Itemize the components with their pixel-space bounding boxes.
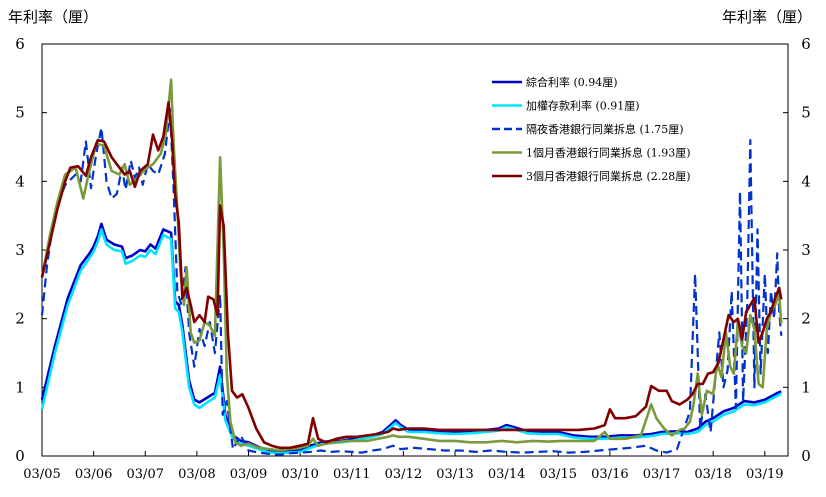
y-tick-label-right: 4: [801, 172, 811, 190]
x-tick-label: 03/11: [333, 467, 370, 482]
y-axis-unit-label-right: 年利率（厘）: [721, 8, 812, 26]
y-tick-label-right: 1: [801, 378, 811, 396]
y-tick-label-left: 1: [15, 378, 25, 396]
axes: 0 0 1 1 2 2 3 3 4 4 5 5 6 6 03/05 03/06 03/07 03/08 03/09 0…: [15, 35, 811, 482]
legend: 綜合利率 (0.94厘) 加權存款利率 (0.91厘) 隔夜香港銀行同業拆息 (1.…: [492, 75, 691, 183]
legend-label-3: 隔夜香港銀行同業拆息 (1.75厘): [526, 122, 684, 136]
x-tick-label: 03/12: [385, 467, 422, 482]
y-tick-label-right: 5: [801, 104, 811, 122]
y-tick-label-right: 6: [801, 35, 811, 53]
x-tick-label: 03/10: [281, 467, 318, 482]
y-axis-unit-label-left: 年利率（厘）: [8, 8, 99, 26]
x-tick-label: 03/09: [230, 467, 267, 482]
x-tick-label: 03/18: [694, 467, 731, 482]
y-tick-label-right: 3: [801, 241, 811, 259]
plot-frame: [41, 43, 789, 457]
y-tick-label-left: 4: [15, 172, 25, 190]
x-tick-label: 03/17: [643, 467, 680, 482]
x-tick-label: 03/19: [746, 467, 783, 482]
x-tick-label: 03/08: [178, 467, 215, 482]
series-layer: [40, 78, 783, 456]
series-line-2: [40, 228, 782, 455]
x-tick-label: 03/13: [436, 467, 473, 482]
y-tick-label-left: 5: [15, 104, 25, 122]
series-line-3: [40, 108, 783, 456]
legend-label-1: 綜合利率 (0.94厘): [526, 75, 618, 89]
x-tick-label: 03/15: [540, 467, 577, 482]
x-tick-label: 03/16: [591, 467, 628, 482]
series-line-4: [40, 78, 783, 452]
y-tick-label-left: 2: [15, 310, 25, 328]
x-tick-label: 03/05: [23, 467, 60, 482]
y-tick-label-left: 3: [15, 241, 25, 259]
series-line-1: [40, 222, 782, 454]
y-tick-label-right: 2: [801, 310, 811, 328]
y-tick-label-right: 0: [801, 447, 811, 465]
x-tick-label: 03/07: [127, 467, 164, 482]
series-line-5: [40, 101, 783, 450]
legend-label-5: 3個月香港銀行同業拆息 (2.28厘): [526, 169, 691, 183]
x-tick-label: 03/14: [488, 467, 525, 482]
y-tick-label-left: 6: [15, 35, 25, 53]
legend-label-4: 1個月香港銀行同業拆息 (1.93厘): [526, 146, 691, 160]
y-tick-label-left: 0: [15, 447, 25, 465]
legend-label-2: 加權存款利率 (0.91厘): [526, 99, 640, 113]
x-tick-label: 03/06: [75, 467, 112, 482]
